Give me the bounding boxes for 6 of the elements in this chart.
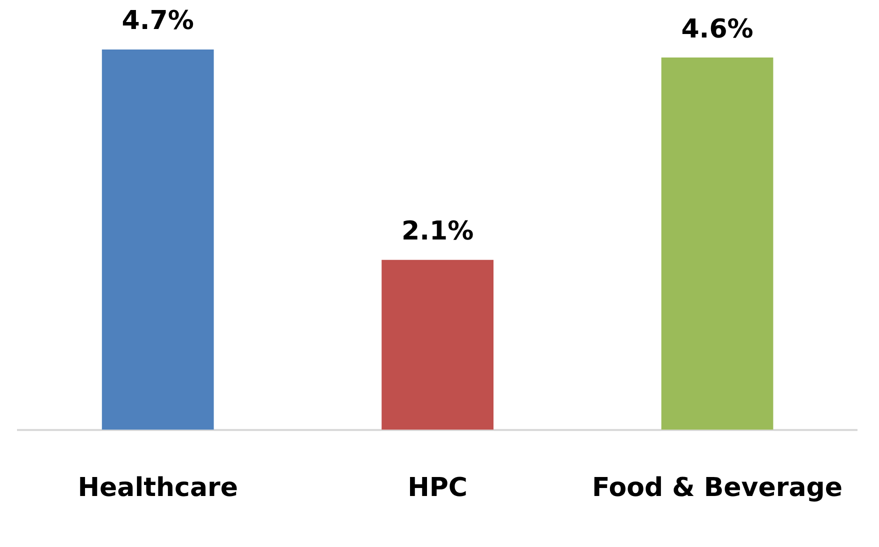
data-label: 4.7% (122, 6, 194, 36)
x-tick-label: HPC (408, 473, 468, 504)
x-tick-label: Food & Beverage (592, 473, 842, 504)
data-label: 4.6% (681, 14, 754, 44)
x-tick-label: Healthcare (78, 473, 238, 504)
data-label: 2.1% (402, 216, 474, 247)
